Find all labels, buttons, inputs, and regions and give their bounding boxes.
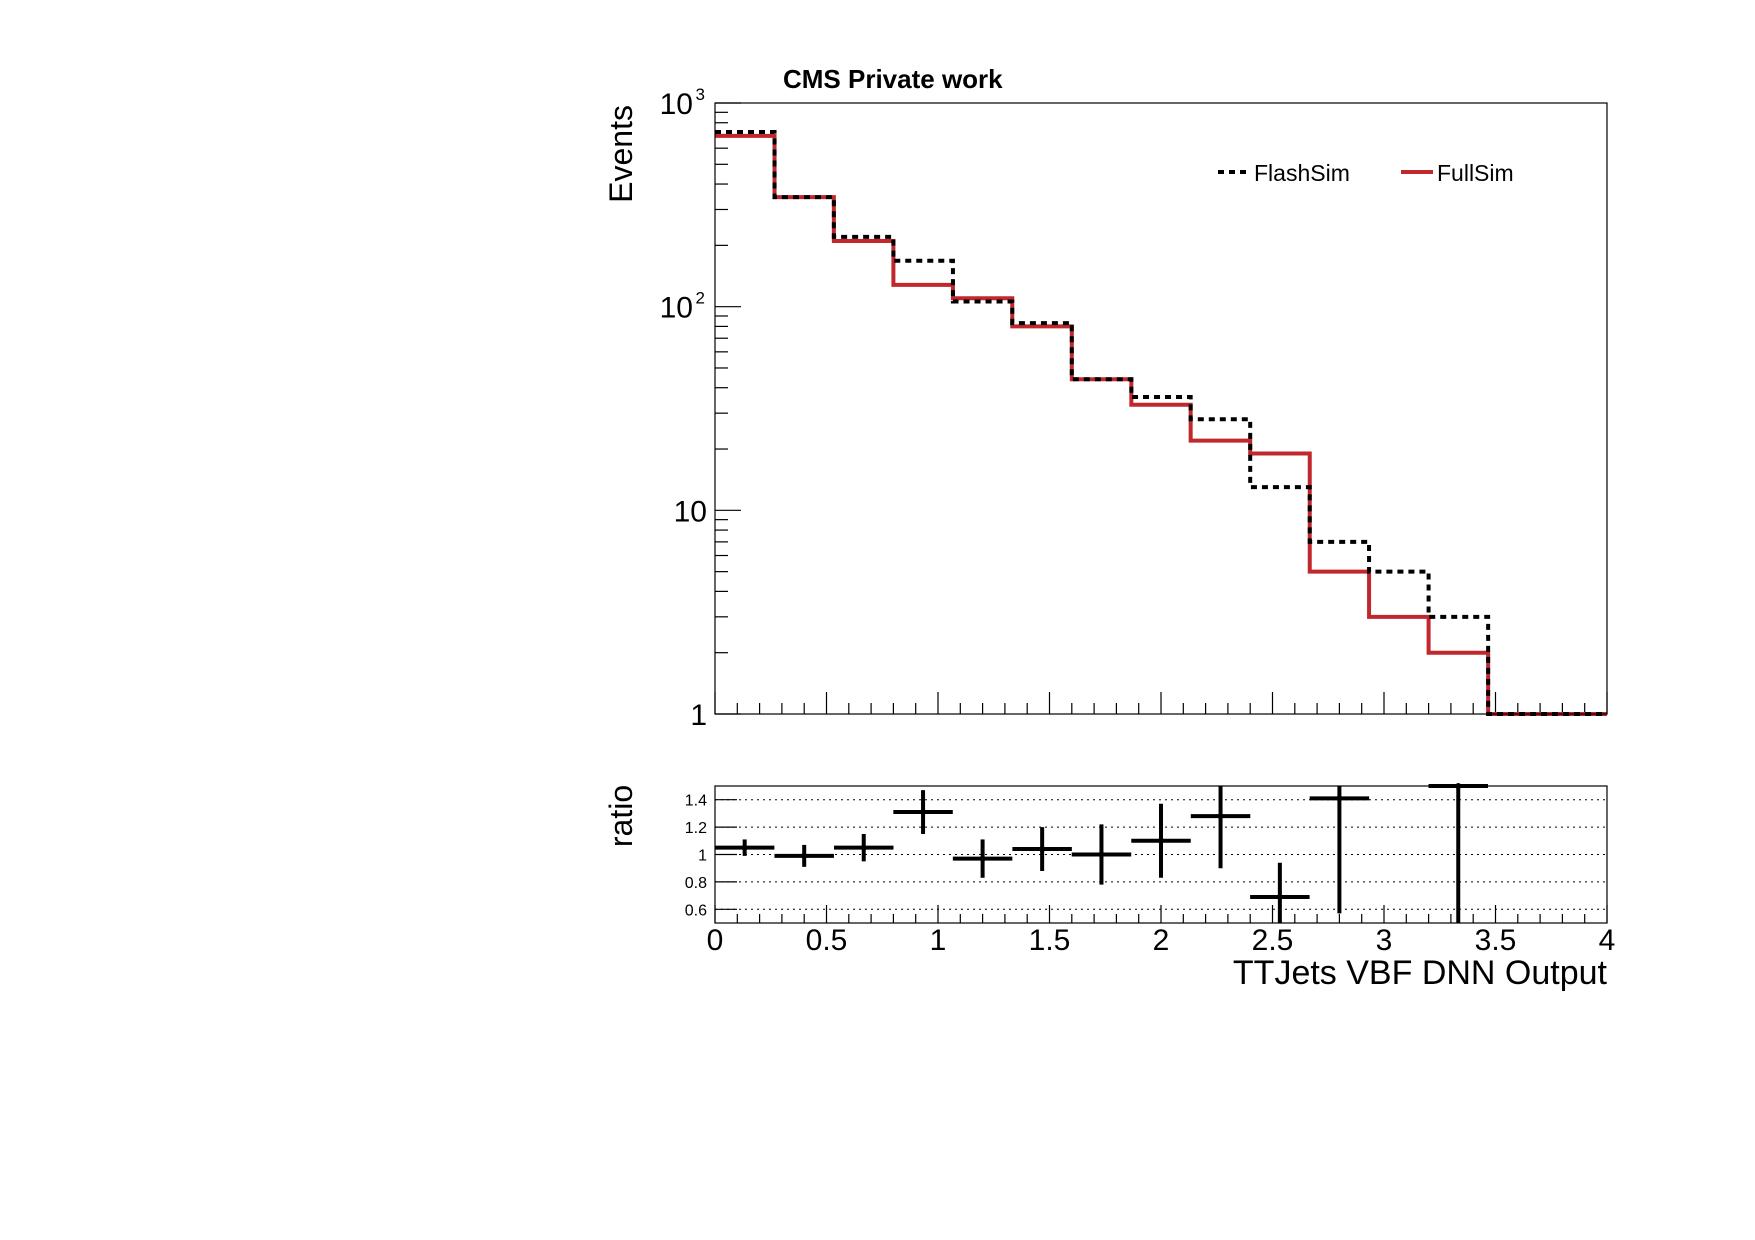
ratio-y-tick-label: 1.4 <box>685 793 707 810</box>
series-fullsim <box>715 133 1607 716</box>
x-tick-label: 1.5 <box>1029 924 1071 957</box>
ratio-y-tick-label: 0.6 <box>685 902 707 919</box>
y-tick-label: 10 <box>660 88 693 121</box>
ratio-plot-ticks: 0.6 0.8 1 1.2 1.4 0 0.5 1 1.5 2 2.5 3 3.5 4 <box>685 793 1616 957</box>
legend: FlashSim FullSim <box>1218 160 1514 186</box>
ratio-y-tick-label: 0.8 <box>685 875 707 892</box>
x-tick-label: 2.5 <box>1252 924 1294 957</box>
x-tick-label: 2 <box>1153 924 1170 957</box>
ratio-plot-points <box>714 783 1488 923</box>
y-tick-label: 10 <box>674 495 707 528</box>
ratio-y-tick-label: 1 <box>698 848 707 865</box>
y-tick-exponent: 3 <box>696 85 705 104</box>
x-tick-label: 4 <box>1599 924 1616 957</box>
ratio-point <box>1190 786 1251 869</box>
chart-title: CMS Private work <box>783 64 1003 94</box>
ratio-y-tick-label: 1.2 <box>685 820 707 837</box>
ratio-point <box>1428 783 1488 923</box>
x-axis-label: TTJets VBF DNN Output <box>1233 954 1608 992</box>
ratio-point <box>774 844 834 867</box>
y-tick-label: 10 <box>660 292 693 325</box>
ratio-point <box>1250 862 1310 923</box>
x-tick-label: 0.5 <box>806 924 848 957</box>
ratio-point <box>952 839 1013 878</box>
legend-label-fullsim: FullSim <box>1437 160 1514 186</box>
ratio-point <box>893 790 953 834</box>
legend-label-flashsim: FlashSim <box>1254 160 1350 186</box>
main-plot-series <box>715 130 1607 716</box>
ratio-point <box>1131 803 1191 878</box>
series-flashsim <box>715 130 1607 716</box>
ratio-point <box>1309 786 1370 914</box>
ratio-plot-frame <box>714 785 1608 924</box>
x-tick-label: 3 <box>1376 924 1393 957</box>
ratio-point <box>1071 824 1132 885</box>
y-axis-label-events: Events <box>603 105 639 203</box>
x-tick-label: 0 <box>707 924 724 957</box>
y-tick-label: 1 <box>690 699 707 732</box>
x-tick-label: 1 <box>930 924 947 957</box>
ratio-point <box>714 839 775 856</box>
y-tick-exponent: 2 <box>696 289 705 308</box>
ratio-point <box>834 833 894 862</box>
ratio-point <box>1012 827 1072 871</box>
y-axis-label-ratio: ratio <box>603 785 639 847</box>
main-plot-frame <box>714 102 1608 715</box>
x-tick-label: 3.5 <box>1475 924 1517 957</box>
